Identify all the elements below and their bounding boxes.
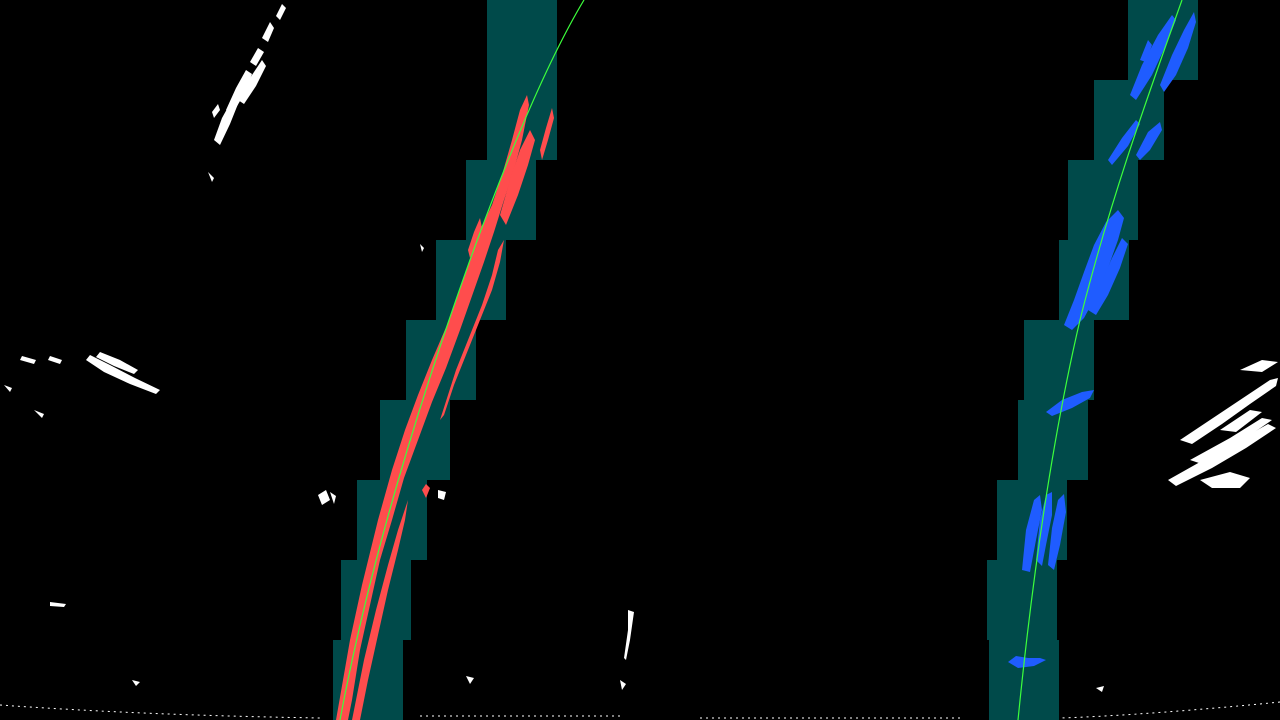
left-window [487, 0, 557, 80]
right-lane-pixels [1008, 12, 1196, 668]
right-window [1094, 80, 1164, 160]
right-window [1024, 320, 1094, 400]
right-window [987, 560, 1057, 640]
right-window [1068, 160, 1138, 240]
noise-pixels [4, 4, 1278, 692]
right-window [989, 640, 1059, 720]
left-lane-pixels [336, 95, 554, 720]
fit-lines [339, 0, 1183, 720]
bottom-edge-artifacts [0, 701, 1280, 719]
left-fit-line [339, 0, 585, 720]
right-fit-line [1017, 0, 1183, 720]
